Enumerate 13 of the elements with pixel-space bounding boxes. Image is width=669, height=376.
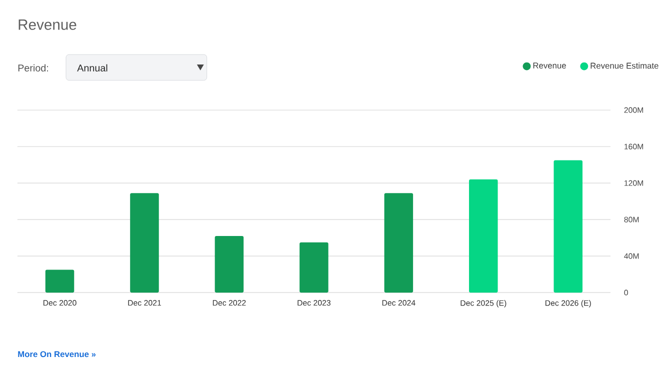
text: Period:	[18, 64, 48, 72]
bar	[214, 236, 244, 293]
bar	[554, 160, 583, 293]
bar	[384, 193, 414, 293]
chart-title: Revenue	[18, 20, 76, 30]
text: Annual	[77, 64, 108, 72]
bar	[300, 242, 328, 293]
legend-label: Revenue	[533, 62, 566, 69]
text: More On Revenue »	[18, 351, 96, 358]
bar	[45, 270, 74, 293]
bar	[469, 179, 498, 293]
legend-label: Revenue Estimate	[590, 62, 658, 69]
bar	[130, 193, 159, 293]
